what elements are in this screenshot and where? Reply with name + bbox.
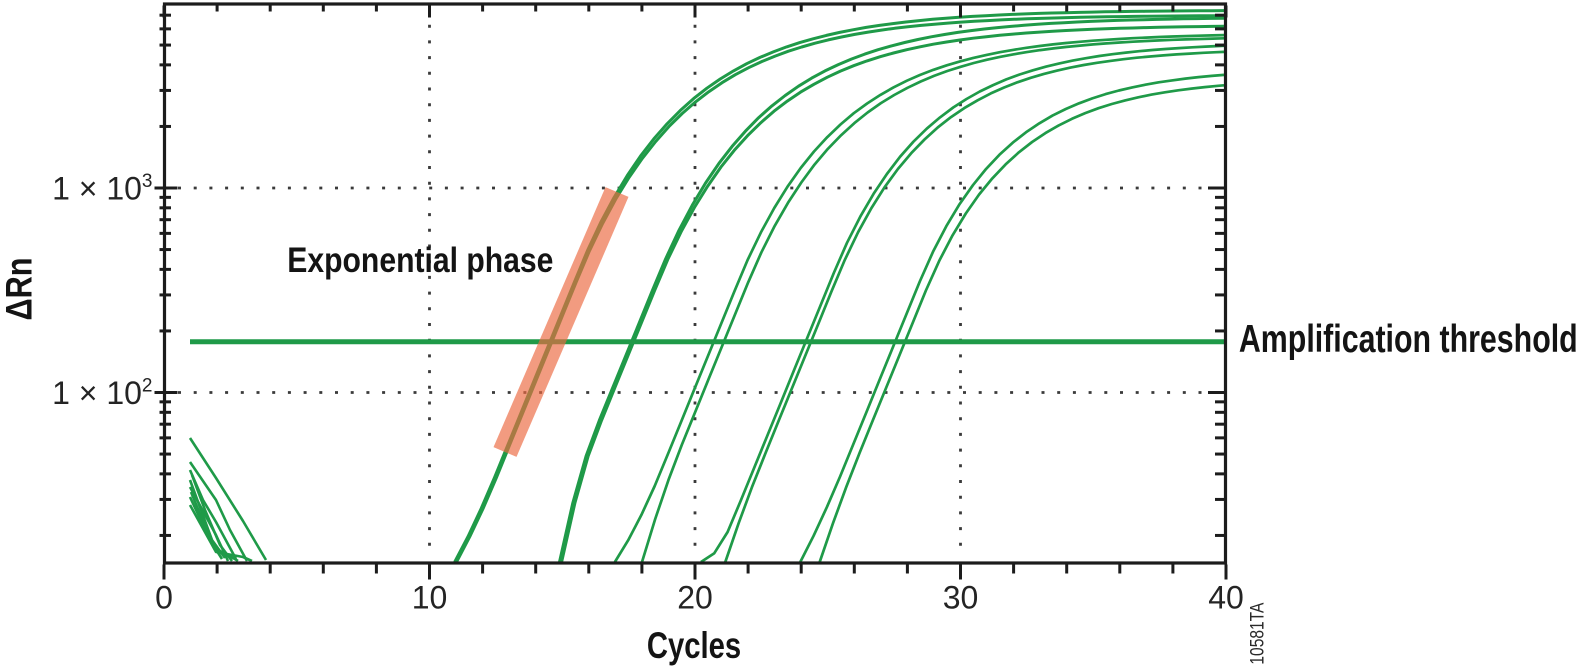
svg-text:20: 20 [677, 580, 713, 616]
svg-text:40: 40 [1208, 580, 1244, 616]
svg-text:Cycles: Cycles [647, 626, 741, 667]
svg-text:ΔRn: ΔRn [0, 257, 40, 320]
svg-text:30: 30 [943, 580, 979, 616]
svg-text:Amplification threshold: Amplification threshold [1239, 317, 1578, 361]
svg-text:1 × 102: 1 × 102 [52, 375, 152, 411]
svg-text:Exponential phase: Exponential phase [287, 240, 553, 280]
svg-text:10: 10 [412, 580, 448, 616]
svg-text:0: 0 [155, 580, 173, 616]
svg-text:1 × 103: 1 × 103 [52, 171, 152, 207]
svg-text:10581TA: 10581TA [1246, 602, 1268, 664]
